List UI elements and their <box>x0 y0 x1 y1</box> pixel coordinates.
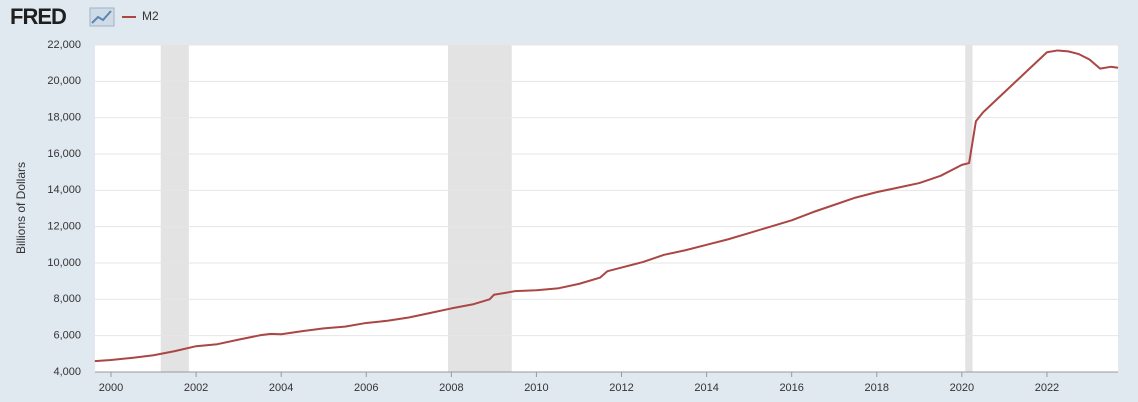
plot-area <box>95 45 1118 372</box>
x-tick-label: 2004 <box>269 382 293 394</box>
x-tick-label: 2012 <box>609 382 633 394</box>
y-tick-label: 6,000 <box>53 330 81 342</box>
legend-label: M2 <box>142 9 159 23</box>
x-tick-label: 2010 <box>524 382 548 394</box>
y-tick-label: 14,000 <box>47 184 81 196</box>
y-tick-label: 12,000 <box>47 221 81 233</box>
recession-band <box>965 45 973 372</box>
y-tick-label: 18,000 <box>47 112 81 124</box>
y-axis-title: Billions of Dollars <box>14 162 28 254</box>
x-tick-label: 2016 <box>779 382 803 394</box>
y-tick-label: 16,000 <box>47 148 81 160</box>
x-tick-label: 2020 <box>950 382 974 394</box>
logo-icon <box>89 7 115 27</box>
series-line <box>94 49 1119 363</box>
recession-band <box>160 45 189 372</box>
y-tick-label: 20,000 <box>47 75 81 87</box>
x-tick-label: 2000 <box>99 382 123 394</box>
recession-band <box>447 45 512 372</box>
x-tick-label: 2022 <box>1035 382 1059 394</box>
logo: FRED <box>10 4 66 29</box>
y-tick-label: 22,000 <box>47 39 81 51</box>
x-tick-label: 2008 <box>439 382 463 394</box>
x-tick-label: 2014 <box>694 382 718 394</box>
y-tick-label: 10,000 <box>47 257 81 269</box>
y-tick-label: 4,000 <box>53 366 81 378</box>
x-tick-label: 2018 <box>865 382 889 394</box>
x-tick-label: 2006 <box>354 382 378 394</box>
x-tick-label: 2002 <box>184 382 208 394</box>
y-tick-label: 8,000 <box>53 293 81 305</box>
